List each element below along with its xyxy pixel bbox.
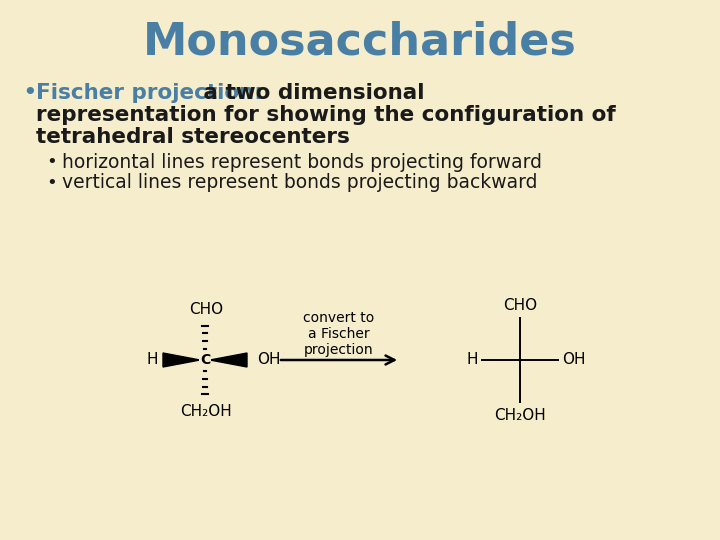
Text: C: C	[200, 353, 210, 367]
Text: •: •	[47, 174, 58, 192]
Text: representation for showing the configuration of: representation for showing the configura…	[36, 105, 616, 125]
Text: a two dimensional: a two dimensional	[196, 83, 425, 103]
Text: •: •	[47, 153, 58, 171]
Text: •: •	[22, 81, 37, 105]
Text: OH: OH	[257, 353, 281, 368]
Text: CHO: CHO	[503, 298, 537, 313]
Text: vertical lines represent bonds projecting backward: vertical lines represent bonds projectin…	[62, 173, 538, 192]
Text: H: H	[146, 353, 158, 368]
Text: Fischer projection:: Fischer projection:	[36, 83, 263, 103]
Text: horizontal lines represent bonds projecting forward: horizontal lines represent bonds project…	[62, 152, 542, 172]
Text: OH: OH	[562, 353, 585, 368]
Text: Monosaccharides: Monosaccharides	[143, 21, 577, 64]
Text: CHO: CHO	[189, 301, 223, 316]
Polygon shape	[163, 353, 200, 367]
Text: convert to: convert to	[303, 311, 374, 325]
Text: H: H	[467, 353, 478, 368]
Text: tetrahedral stereocenters: tetrahedral stereocenters	[36, 127, 350, 147]
Text: projection: projection	[304, 343, 374, 357]
Text: a Fischer: a Fischer	[308, 327, 370, 341]
Text: CH₂OH: CH₂OH	[494, 408, 546, 422]
Text: CH₂OH: CH₂OH	[180, 403, 232, 418]
Polygon shape	[210, 353, 247, 367]
